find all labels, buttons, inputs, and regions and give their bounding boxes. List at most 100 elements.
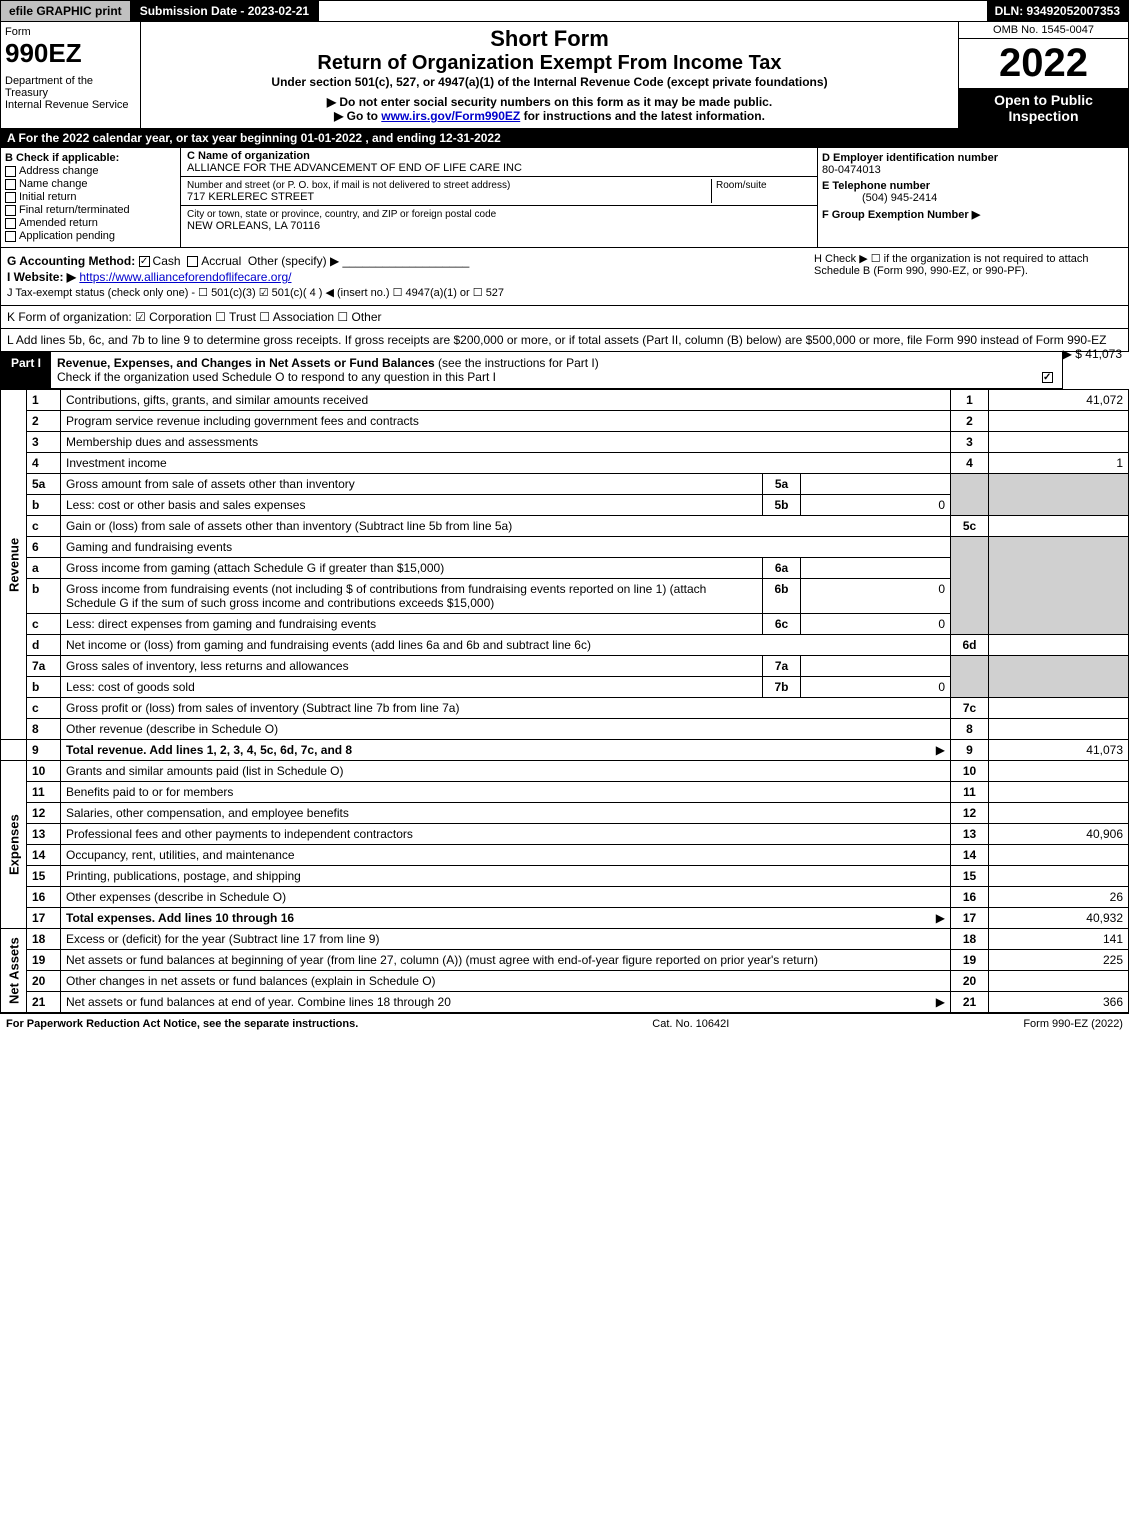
top-bar: efile GRAPHIC print Submission Date - 20… <box>0 0 1129 22</box>
cb-initial-return[interactable]: Initial return <box>5 191 176 203</box>
line-num: 1 <box>27 390 61 411</box>
part1-sub: (see the instructions for Part I) <box>438 356 599 370</box>
phone: (504) 945-2414 <box>822 192 937 204</box>
line-num: 6 <box>27 537 61 558</box>
org-name: ALLIANCE FOR THE ADVANCEMENT OF END OF L… <box>187 162 522 174</box>
l-amount: ▶ $ 41,073 <box>1063 347 1122 361</box>
line-desc: Gain or (loss) from sale of assets other… <box>66 519 512 533</box>
line-desc: Grants and similar amounts paid (list in… <box>66 764 343 778</box>
cb-application-pending[interactable]: Application pending <box>5 230 176 242</box>
line-num: a <box>27 558 61 579</box>
sub-num: 6c <box>763 614 801 635</box>
spacer <box>1 740 27 761</box>
line-desc: Total revenue. Add lines 1, 2, 3, 4, 5c,… <box>66 743 352 757</box>
line-desc: Net assets or fund balances at end of ye… <box>66 995 451 1009</box>
sub-val: 0 <box>801 495 951 516</box>
lines-table: Revenue 1 Contributions, gifts, grants, … <box>0 389 1129 1013</box>
line-desc: Total expenses. Add lines 10 through 16 <box>66 911 294 925</box>
subtitle-ssn: ▶ Do not enter social security numbers o… <box>149 95 950 109</box>
tax-year: 2022 <box>959 39 1128 88</box>
line-amt: 225 <box>989 950 1129 971</box>
part1-check: Check if the organization used Schedule … <box>57 370 496 384</box>
form-number: 990EZ <box>5 38 136 69</box>
cb-address-change[interactable]: Address change <box>5 165 176 177</box>
line-rnum: 11 <box>951 782 989 803</box>
line-desc: Net assets or fund balances at beginning… <box>66 953 818 967</box>
g-other: Other (specify) ▶ <box>248 254 339 268</box>
cb-amended-return[interactable]: Amended return <box>5 217 176 229</box>
inspection-badge: Open to Public Inspection <box>959 88 1128 128</box>
sub-val <box>801 656 951 677</box>
cb-name-change[interactable]: Name change <box>5 178 176 190</box>
line-amt: 141 <box>989 929 1129 950</box>
cb-label: Amended return <box>19 217 98 229</box>
cb-accrual[interactable] <box>187 256 198 267</box>
room-label: Room/suite <box>716 180 767 191</box>
header-mid: Short Form Return of Organization Exempt… <box>141 22 958 128</box>
row-a-period: A For the 2022 calendar year, or tax yea… <box>0 129 1129 148</box>
line-num: d <box>27 635 61 656</box>
line-amt: 1 <box>989 453 1129 474</box>
g-accrual: Accrual <box>201 254 241 268</box>
sub-num: 7b <box>763 677 801 698</box>
line-amt <box>989 845 1129 866</box>
line-num: c <box>27 698 61 719</box>
line-num: 9 <box>27 740 61 761</box>
line-num: 15 <box>27 866 61 887</box>
part1-checkbox[interactable]: ✓ <box>1042 372 1053 383</box>
cb-cash[interactable]: ✓ <box>139 256 150 267</box>
line-desc: Less: direct expenses from gaming and fu… <box>66 617 376 631</box>
line-rnum: 5c <box>951 516 989 537</box>
line-num: 21 <box>27 992 61 1013</box>
i-label: I Website: ▶ <box>7 270 76 284</box>
line-num: 2 <box>27 411 61 432</box>
cb-label: Final return/terminated <box>19 204 130 216</box>
cb-label: Initial return <box>19 191 76 203</box>
shade-cell <box>951 537 989 635</box>
line-amt: 40,932 <box>989 908 1129 929</box>
omb-number: OMB No. 1545-0047 <box>959 22 1128 39</box>
efile-print[interactable]: efile GRAPHIC print <box>1 1 132 21</box>
website-link[interactable]: https://www.allianceforendoflifecare.org… <box>79 270 291 284</box>
cb-final-return[interactable]: Final return/terminated <box>5 204 176 216</box>
line-num: 16 <box>27 887 61 908</box>
line-desc: Excess or (deficit) for the year (Subtra… <box>66 932 379 946</box>
line-l: L Add lines 5b, 6c, and 7b to line 9 to … <box>0 329 1129 352</box>
line-desc: Other changes in net assets or fund bala… <box>66 974 436 988</box>
submission-date: Submission Date - 2023-02-21 <box>132 1 319 21</box>
footer-mid: Cat. No. 10642I <box>652 1018 729 1030</box>
footer: For Paperwork Reduction Act Notice, see … <box>0 1013 1129 1034</box>
dln: DLN: 93492052007353 <box>987 1 1128 21</box>
title-short-form: Short Form <box>149 26 950 52</box>
line-desc: Occupancy, rent, utilities, and maintena… <box>66 848 295 862</box>
col-def: D Employer identification number80-04740… <box>818 148 1128 247</box>
line-num: 12 <box>27 803 61 824</box>
line-desc: Gaming and fundraising events <box>66 540 232 554</box>
line-desc: Gross profit or (loss) from sales of inv… <box>66 701 459 715</box>
line-amt <box>989 803 1129 824</box>
line-desc: Professional fees and other payments to … <box>66 827 413 841</box>
irs-link[interactable]: www.irs.gov/Form990EZ <box>381 109 520 123</box>
line-rnum: 20 <box>951 971 989 992</box>
line-rnum: 1 <box>951 390 989 411</box>
form-label: Form <box>5 26 136 38</box>
line-rnum: 9 <box>951 740 989 761</box>
g-label: G Accounting Method: <box>7 254 135 268</box>
col-c-org: C Name of organization ALLIANCE FOR THE … <box>181 148 818 247</box>
sub-val: 0 <box>801 677 951 698</box>
line-amt: 366 <box>989 992 1129 1013</box>
line-amt <box>989 635 1129 656</box>
part1-header: Part I Revenue, Expenses, and Changes in… <box>0 352 1063 389</box>
city-label: City or town, state or province, country… <box>187 209 496 220</box>
line-num: c <box>27 516 61 537</box>
line-rnum: 15 <box>951 866 989 887</box>
line-amt <box>989 971 1129 992</box>
line-num: 5a <box>27 474 61 495</box>
section-ghij: G Accounting Method: ✓Cash Accrual Other… <box>0 248 1129 306</box>
line-rnum: 8 <box>951 719 989 740</box>
l-text: L Add lines 5b, 6c, and 7b to line 9 to … <box>7 333 1106 347</box>
line-desc: Contributions, gifts, grants, and simila… <box>66 393 368 407</box>
subtitle-goto: ▶ Go to www.irs.gov/Form990EZ for instru… <box>149 109 950 123</box>
sub-val <box>801 474 951 495</box>
line-desc: Program service revenue including govern… <box>66 414 419 428</box>
